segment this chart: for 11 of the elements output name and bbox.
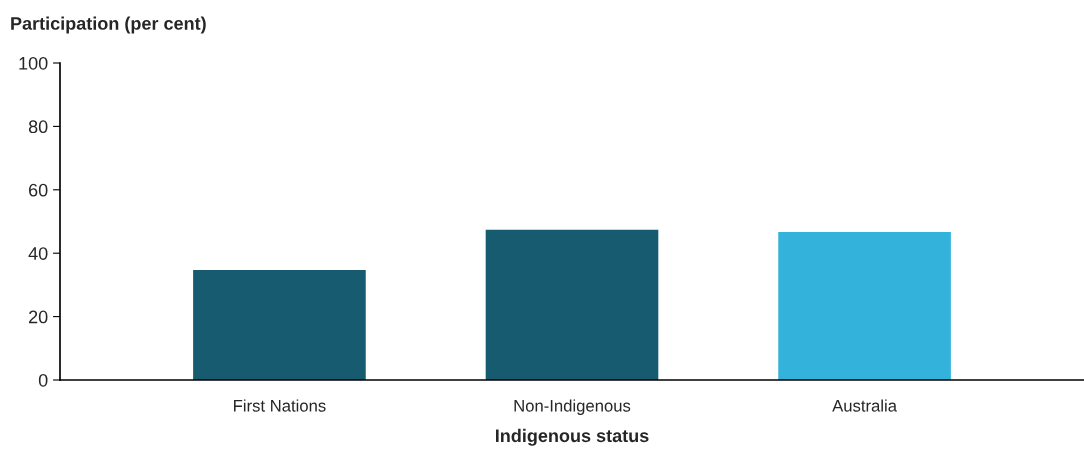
x-tick-label: First Nations: [234, 399, 326, 412]
y-axis-title: Participation (per cent): [11, 16, 206, 34]
y-tick-label: 100: [19, 56, 48, 70]
y-tick-label: 80: [28, 120, 48, 134]
y-tick-label: 20: [29, 310, 48, 324]
y-tick-label: 60: [29, 183, 48, 197]
x-tick-label: Non-Indigenous: [514, 399, 631, 415]
y-tick-label: 0: [38, 373, 48, 387]
x-tick-label: Australia: [832, 399, 897, 412]
x-axis-title: Indigenous status: [495, 428, 649, 446]
y-tick-label: 40: [28, 247, 48, 260]
